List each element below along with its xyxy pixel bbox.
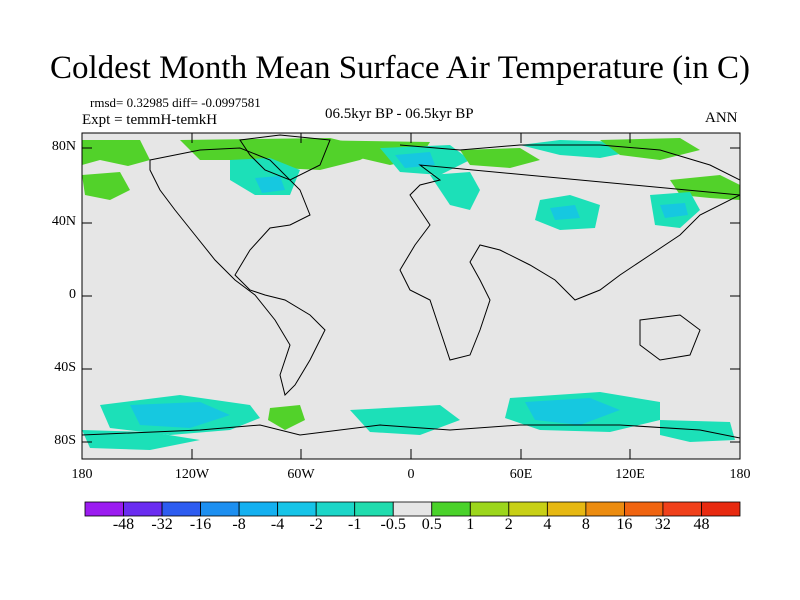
anomaly-patch <box>268 405 305 430</box>
colorbar-swatch <box>354 501 394 517</box>
colorbar-swatch <box>585 501 625 517</box>
colorbar-swatch <box>624 501 664 517</box>
colorbar-swatch <box>431 501 471 517</box>
colorbar-swatch <box>701 501 741 517</box>
colorbar-label: 2 <box>504 516 513 533</box>
colorbar-label: 16 <box>616 516 633 533</box>
x-tick-label: 120W <box>174 467 210 482</box>
anomaly-patch <box>82 172 130 200</box>
colorbar-swatch <box>238 501 279 517</box>
x-tick-label: 60E <box>509 467 533 482</box>
colorbar-label: 32 <box>654 516 671 533</box>
colorbar-label: -4 <box>270 516 285 533</box>
colorbar-label: -8 <box>232 516 246 533</box>
anomaly-layer <box>82 138 740 450</box>
antarctica-coastline <box>82 424 740 439</box>
anomaly-patch <box>525 398 620 425</box>
anomaly-patch <box>660 203 688 218</box>
experiment-text: Expt = temmH-temkH <box>82 112 218 128</box>
anomaly-patch <box>350 405 460 435</box>
colorbar-swatch <box>546 501 587 517</box>
colorbar-label: 1 <box>466 516 475 533</box>
colorbar-swatch <box>277 501 317 517</box>
eurasia-africa-coastline <box>399 144 740 361</box>
colorbar-swatch <box>84 501 124 517</box>
colorbar-label: -1 <box>348 516 362 533</box>
colorbar-label: 48 <box>693 516 710 533</box>
colorbar-label: 8 <box>581 516 590 533</box>
y-tick-label: 40S <box>54 360 76 375</box>
colorbar-swatch <box>508 501 548 517</box>
anomaly-patch <box>395 152 435 168</box>
period-text: 06.5kyr BP - 06.5kyr BP <box>325 106 474 122</box>
x-tick-label: 60W <box>287 467 315 482</box>
colorbar-label: -32 <box>151 516 173 533</box>
y-tick-label: 80S <box>54 433 76 448</box>
x-tick-label: 120E <box>615 467 645 482</box>
anomaly-patch <box>82 430 200 450</box>
anomaly-patch <box>255 176 285 193</box>
colorbar-swatch <box>200 501 240 517</box>
anomaly-patch <box>460 148 540 168</box>
colorbar-swatch <box>469 501 510 517</box>
stats-text: rmsd= 0.32985 diff= -0.0997581 <box>90 95 261 110</box>
anomaly-patch <box>550 205 580 220</box>
x-tick-label: 0 <box>407 467 415 482</box>
colorbar-swatch <box>123 501 163 517</box>
y-tick-label: 0 <box>69 287 76 302</box>
colorbar-label: 0.5 <box>421 516 442 533</box>
season-text: ANN <box>705 110 738 126</box>
anomaly-patch <box>430 172 480 210</box>
americas-coastline <box>149 147 326 396</box>
anomaly-patch <box>130 402 230 428</box>
y-tick-label: 80N <box>51 139 76 154</box>
colorbar-swatch <box>161 501 201 517</box>
chart-title: Coldest Month Mean Surface Air Temperatu… <box>50 50 750 86</box>
colorbar-swatch <box>662 501 702 517</box>
colorbar-label: 4 <box>543 516 552 533</box>
anomaly-patch <box>660 420 735 442</box>
anomaly-patch <box>82 140 150 166</box>
colorbar-swatch <box>315 501 356 517</box>
colorbar-label: -0.5 <box>380 516 406 533</box>
colorbar-label: -2 <box>309 516 323 533</box>
coastlines <box>82 134 740 439</box>
x-tick-label: 180 <box>729 467 751 482</box>
x-tick-label: 180 <box>71 467 93 482</box>
greenland-coastline <box>239 134 331 181</box>
tick-marks <box>81 133 741 459</box>
colorbar-label: -16 <box>189 516 212 533</box>
colorbar <box>84 501 741 517</box>
australia-coastline <box>639 314 701 361</box>
colorbar-swatch <box>392 501 433 517</box>
colorbar-label: -48 <box>112 516 135 533</box>
y-tick-label: 40N <box>51 214 76 229</box>
